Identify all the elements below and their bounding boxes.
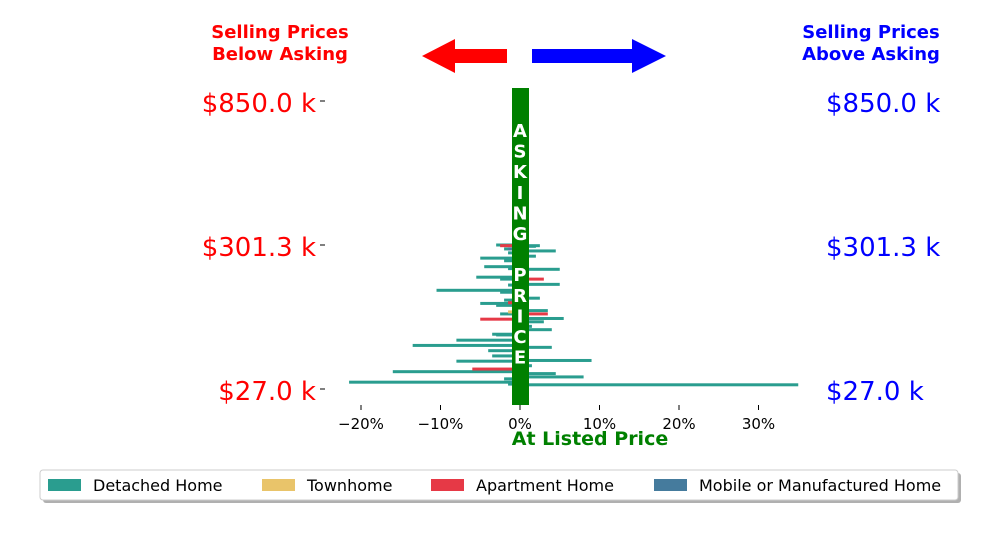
center-letter-0: A [513, 121, 527, 142]
legend-swatch-1 [262, 479, 295, 491]
price-label-left-bottom: $27.0 k [218, 377, 316, 407]
center-letter-3: I [517, 183, 524, 204]
header-right-line2: Above Asking [802, 44, 940, 65]
bar-detached-home-10 [500, 290, 520, 294]
legend-label-3: Mobile or Manufactured Home [699, 476, 941, 495]
price-label-left-top: $850.0 k [202, 89, 316, 119]
bar-detached-home-41 [496, 333, 520, 337]
legend-swatch-2 [431, 479, 464, 491]
legend-swatch-0 [48, 479, 81, 491]
center-letter-9: I [517, 306, 524, 327]
center-letter-11: E [514, 348, 526, 369]
bar-detached-home-15 [520, 316, 564, 320]
legend-label-0: Detached Home [93, 476, 223, 495]
bar-detached-home-32 [476, 275, 520, 279]
legend-swatch-3 [654, 479, 687, 491]
bar-detached-home-31 [520, 267, 560, 271]
center-letter-5: G [513, 224, 528, 245]
bar-apartment-home-4 [480, 317, 520, 321]
bar-detached-home-13 [520, 309, 548, 313]
bar-detached-home-30 [484, 265, 520, 269]
legend-label-2: Apartment Home [476, 476, 614, 495]
bar-detached-home-12 [496, 303, 520, 307]
bars-group [349, 243, 799, 387]
bar-detached-home-49 [520, 375, 584, 379]
center-letter-2: K [513, 162, 528, 183]
bar-apartment-home-5 [472, 367, 520, 371]
x-tick-label-5: 30% [742, 415, 775, 433]
legend-box [39, 469, 959, 501]
price-label-right-mid: $301.3 k [826, 233, 940, 263]
legend-label-1: Townhome [306, 476, 392, 495]
x-tick-label-2: 0% [508, 415, 532, 433]
bar-detached-home-44 [488, 349, 520, 353]
header-left-line2: Below Asking [212, 44, 348, 65]
bar-detached-home-42 [456, 338, 520, 342]
bar-detached-home-34 [436, 288, 520, 292]
bar-detached-home-28 [520, 249, 556, 253]
bar-detached-home-9 [520, 282, 560, 286]
bar-apartment-home-3 [520, 312, 548, 316]
x-tick-label-0: −20% [338, 415, 384, 433]
center-letter-8: R [513, 286, 527, 307]
x-axis: −20% −10% 0% 10% 20% 30% [338, 405, 775, 433]
bar-detached-home-43 [412, 343, 520, 347]
bar-detached-home-35 [520, 296, 540, 300]
x-tick-label-3: 10% [583, 415, 616, 433]
center-letter-1: S [514, 142, 527, 163]
bar-detached-home-24 [520, 372, 556, 376]
bar-detached-home-40 [520, 328, 552, 332]
bar-apartment-home-0 [520, 277, 544, 281]
header-left-line1: Selling Prices [211, 22, 348, 43]
bar-detached-home-45 [492, 354, 520, 358]
asking-price-center-bar [512, 88, 529, 405]
bar-detached-home-8 [500, 277, 520, 281]
bar-apartment-home-2 [500, 244, 520, 248]
bar-detached-home-19 [520, 345, 552, 349]
center-letter-10: C [513, 327, 526, 348]
price-label-left-mid: $301.3 k [202, 233, 316, 263]
x-tick-label-1: −10% [418, 415, 464, 433]
legend: Detached Home Townhome Apartment Home Mobil… [39, 469, 961, 503]
bar-detached-home-39 [520, 320, 544, 324]
bar-detached-home-51 [520, 383, 799, 387]
bar-detached-home-27 [520, 244, 540, 248]
x-tick-label-4: 20% [662, 415, 695, 433]
header-right-line1: Selling Prices [802, 22, 939, 43]
bar-detached-home-36 [480, 301, 520, 305]
center-letter-7: P [513, 265, 526, 286]
price-label-right-top: $850.0 k [826, 89, 940, 119]
bar-detached-home-4 [480, 256, 520, 260]
right-arrow-icon [532, 39, 666, 73]
bar-detached-home-48 [392, 370, 520, 374]
bar-detached-home-38 [500, 312, 520, 316]
x-axis-label: At Listed Price [512, 428, 668, 450]
price-label-right-bottom: $27.0 k [826, 377, 924, 407]
bar-detached-home-50 [349, 380, 520, 384]
left-arrow-icon [422, 39, 507, 73]
bar-detached-home-21 [520, 358, 592, 362]
center-letter-4: N [512, 203, 527, 224]
bar-detached-home-46 [456, 359, 520, 363]
